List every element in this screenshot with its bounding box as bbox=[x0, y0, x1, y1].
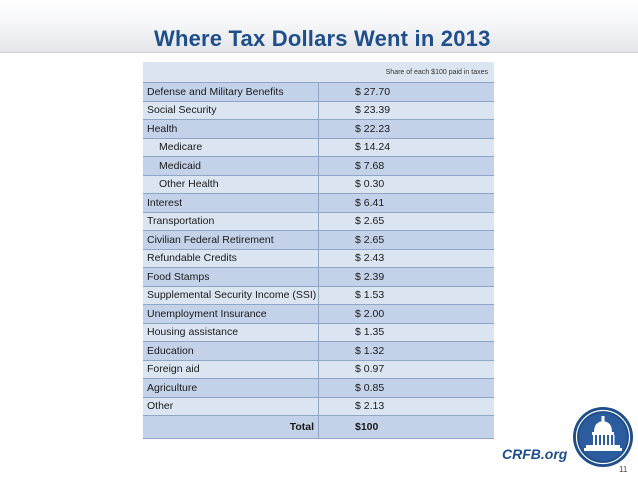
row-label: Foreign aid bbox=[143, 360, 319, 379]
table-row: Medicaid $ 7.68 bbox=[143, 156, 494, 176]
row-value: $ 2.39 bbox=[318, 267, 494, 287]
row-label: Education bbox=[143, 341, 319, 361]
row-label: Food Stamps bbox=[143, 267, 319, 287]
table-body: Share of each $100 paid in taxes Defense… bbox=[143, 62, 494, 439]
table-row: Foreign aid $ 0.97 bbox=[143, 360, 494, 379]
row-label: Health bbox=[143, 119, 319, 139]
title-band bbox=[0, 0, 638, 53]
capitol-dome-seal-icon bbox=[573, 407, 633, 467]
table-row: Other Health $ 0.30 bbox=[143, 175, 494, 194]
row-label: Agriculture bbox=[143, 378, 319, 398]
row-label: Civilian Federal Retirement bbox=[143, 230, 319, 250]
row-value: $ 14.24 bbox=[318, 138, 494, 157]
column-header: Share of each $100 paid in taxes bbox=[143, 62, 494, 83]
row-value: $ 2.00 bbox=[318, 304, 494, 324]
row-value: $ 2.43 bbox=[318, 249, 494, 268]
page-title: Where Tax Dollars Went in 2013 bbox=[154, 26, 491, 51]
total-label: Total bbox=[143, 415, 319, 439]
row-label: Medicare bbox=[143, 138, 319, 157]
row-value: $ 23.39 bbox=[318, 101, 494, 120]
row-label: Medicaid bbox=[143, 156, 319, 176]
row-label: Supplemental Security Income (SSI) bbox=[143, 286, 319, 305]
site-link[interactable]: CRFB.org bbox=[502, 446, 568, 462]
row-value: $ 2.65 bbox=[318, 212, 494, 231]
table-row: Medicare $ 14.24 bbox=[143, 138, 494, 157]
table-row: Health $ 22.23 bbox=[143, 119, 494, 139]
row-label: Housing assistance bbox=[143, 323, 319, 342]
row-value: $ 0.30 bbox=[318, 175, 494, 194]
table-row: Refundable Credits $ 2.43 bbox=[143, 249, 494, 268]
row-value: $ 0.97 bbox=[318, 360, 494, 379]
total-row: Total $100 bbox=[143, 415, 494, 439]
row-label: Refundable Credits bbox=[143, 249, 319, 268]
spending-table: Share of each $100 paid in taxes Defense… bbox=[143, 62, 494, 439]
row-label: Other Health bbox=[143, 175, 319, 194]
row-value: $ 6.41 bbox=[318, 193, 494, 213]
row-value: $ 2.13 bbox=[318, 397, 494, 416]
row-value: $ 2.65 bbox=[318, 230, 494, 250]
row-label: Interest bbox=[143, 193, 319, 213]
row-value: $ 1.35 bbox=[318, 323, 494, 342]
row-value: $ 7.68 bbox=[318, 156, 494, 176]
row-value: $ 22.23 bbox=[318, 119, 494, 139]
page-number: 11 bbox=[619, 465, 628, 474]
table-row: Defense and Military Benefits $ 27.70 bbox=[143, 82, 494, 102]
table-row: Housing assistance $ 1.35 bbox=[143, 323, 494, 342]
table-row: Education $ 1.32 bbox=[143, 341, 494, 361]
table-row: Transportation $ 2.65 bbox=[143, 212, 494, 231]
row-label: Defense and Military Benefits bbox=[143, 82, 319, 102]
table-row: Agriculture $ 0.85 bbox=[143, 378, 494, 398]
table-row: Interest $ 6.41 bbox=[143, 193, 494, 213]
table-row: Civilian Federal Retirement $ 2.65 bbox=[143, 230, 494, 250]
table-row: Food Stamps $ 2.39 bbox=[143, 267, 494, 287]
table-row: Social Security $ 23.39 bbox=[143, 101, 494, 120]
table-row: Unemployment Insurance $ 2.00 bbox=[143, 304, 494, 324]
row-label: Other bbox=[143, 397, 319, 416]
table-header-row: Share of each $100 paid in taxes bbox=[143, 62, 494, 83]
row-value: $ 1.53 bbox=[318, 286, 494, 305]
row-label: Transportation bbox=[143, 212, 319, 231]
row-label: Unemployment Insurance bbox=[143, 304, 319, 324]
row-value: $ 0.85 bbox=[318, 378, 494, 398]
table-row: Supplemental Security Income (SSI) $ 1.53 bbox=[143, 286, 494, 305]
row-value: $ 1.32 bbox=[318, 341, 494, 361]
total-value: $100 bbox=[318, 415, 494, 439]
row-label: Social Security bbox=[143, 101, 319, 120]
row-value: $ 27.70 bbox=[318, 82, 494, 102]
table-row: Other $ 2.13 bbox=[143, 397, 494, 416]
